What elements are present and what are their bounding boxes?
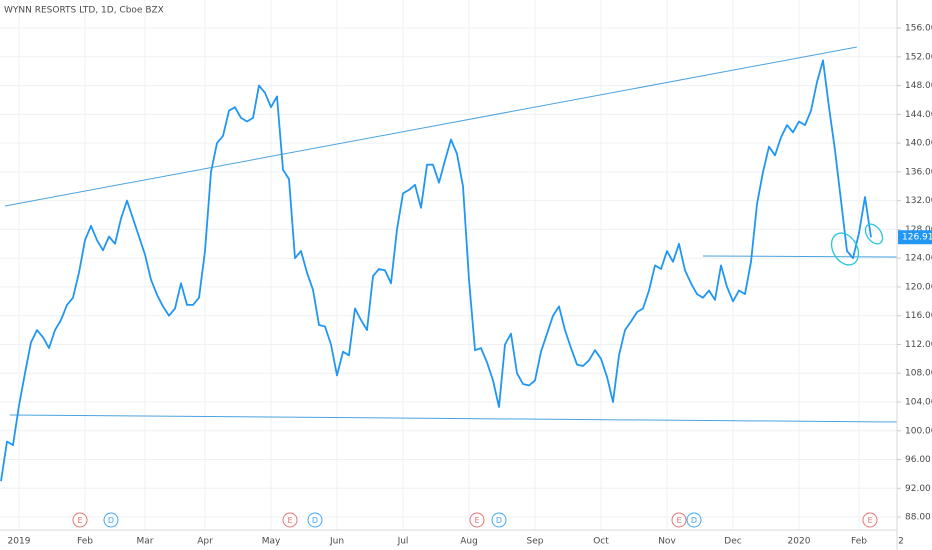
y-tick-label: 148.00 — [905, 81, 932, 91]
event-marker — [307, 512, 323, 528]
event-marker — [282, 512, 298, 528]
highlight-ellipse — [864, 223, 884, 245]
plot — [0, 59, 872, 482]
x-tick-label: Apr — [197, 537, 213, 547]
y-tick-label: 156.00 — [905, 24, 932, 34]
trend-line — [702, 255, 898, 258]
last-price-box — [898, 230, 932, 245]
event-marker — [671, 512, 687, 528]
x-tick-label: Jun — [329, 537, 344, 547]
y-tick-label: 112.00 — [905, 340, 932, 350]
x-tick-label: 2020 — [788, 537, 811, 547]
price-line — [0, 59, 872, 482]
event-marker — [469, 512, 485, 528]
x-tick-label: Sep — [527, 537, 544, 547]
x-tick-label: 2019 — [8, 537, 31, 547]
y-tick-label: 96.00 — [905, 455, 931, 465]
y-tick-label: 120.00 — [905, 282, 932, 292]
y-tick-label: 128.00 — [905, 225, 932, 235]
x-tick-label: Nov — [658, 537, 676, 547]
y-tick-label: 124.00 — [905, 254, 932, 264]
last-price-label: 126.91 — [902, 233, 932, 243]
y-tick-label: 116.00 — [905, 311, 932, 321]
x-tick-label: Feb — [77, 537, 93, 547]
y-tick-label: 104.00 — [905, 397, 932, 407]
event-label: E — [474, 516, 479, 525]
event-marker — [491, 512, 507, 528]
axes: 88.00 92.00 96.00 100.00 104.00 108.00 112.00 1… — [8, 24, 932, 547]
event-marker — [686, 512, 702, 528]
y-tick-label: 108.00 — [905, 369, 932, 379]
y-tick-label: 136.00 — [905, 167, 932, 177]
x-tick-label: Feb — [851, 537, 867, 547]
x-tick-label: Dec — [724, 537, 741, 547]
highlight-ellipse — [830, 232, 860, 266]
y-tick-label: 100.00 — [905, 426, 932, 436]
event-marker — [72, 512, 88, 528]
event-label: E — [287, 516, 292, 525]
x-tick-label: May — [262, 537, 281, 547]
event-label: E — [867, 516, 872, 525]
y-tick-label: 132.00 — [905, 196, 932, 206]
event-label: D — [691, 516, 697, 525]
x-tick-label: Mar — [137, 537, 154, 547]
event-label: E — [77, 516, 82, 525]
x-tick-label: Aug — [460, 537, 478, 547]
event-label: D — [496, 516, 502, 525]
event-label: E — [676, 516, 681, 525]
event-label: D — [312, 516, 318, 525]
chart-title: WYNN RESORTS LTD, 1D, Cboe BZX — [4, 6, 164, 16]
y-tick-label: 144.00 — [905, 110, 932, 120]
event-marker — [862, 512, 878, 528]
y-tick-label: 92.00 — [905, 484, 931, 494]
grid — [0, 0, 897, 530]
y-tick-label: 152.00 — [905, 52, 932, 62]
x-tick-label: Oct — [593, 537, 609, 547]
x-tick-label: Jul — [397, 537, 409, 547]
y-tick-label: 88.00 — [905, 513, 931, 523]
trend-line — [4, 46, 858, 207]
event-marker — [103, 512, 119, 528]
y-tick-label: 140.00 — [905, 139, 932, 149]
x-tick-label: 2 — [898, 537, 904, 547]
trend-line — [9, 414, 898, 423]
event-label: D — [108, 516, 114, 525]
